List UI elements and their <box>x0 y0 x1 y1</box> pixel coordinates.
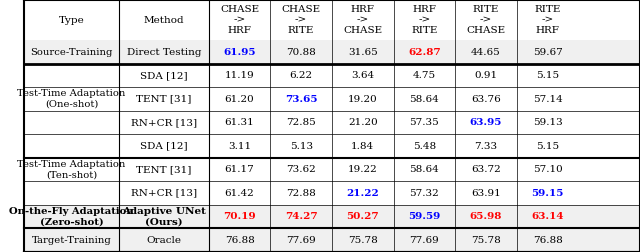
Text: Source-Training: Source-Training <box>31 48 113 57</box>
Text: 5.15: 5.15 <box>536 142 559 151</box>
Text: 77.69: 77.69 <box>286 236 316 245</box>
Text: CHASE
->
RITE: CHASE -> RITE <box>282 5 321 35</box>
Text: 3.64: 3.64 <box>351 71 374 80</box>
Text: 1.84: 1.84 <box>351 142 374 151</box>
Text: Adaptive UNet
(Ours): Adaptive UNet (Ours) <box>122 207 206 226</box>
Text: 44.65: 44.65 <box>471 48 501 57</box>
Text: 63.72: 63.72 <box>471 165 501 174</box>
Text: 76.88: 76.88 <box>532 236 563 245</box>
Bar <box>24 229 640 252</box>
Text: RN+CR [13]: RN+CR [13] <box>131 189 197 198</box>
Bar <box>24 64 640 87</box>
Text: 74.27: 74.27 <box>285 212 317 221</box>
Text: 19.22: 19.22 <box>348 165 378 174</box>
Text: CHASE
->
HRF: CHASE -> HRF <box>220 5 259 35</box>
Text: Direct Testing: Direct Testing <box>127 48 202 57</box>
Text: 63.14: 63.14 <box>531 212 564 221</box>
Text: Test-Time Adaptation
(One-shot): Test-Time Adaptation (One-shot) <box>17 89 126 109</box>
Text: 72.88: 72.88 <box>286 189 316 198</box>
Text: TENT [31]: TENT [31] <box>136 94 192 104</box>
Text: 63.91: 63.91 <box>471 189 501 198</box>
Text: 11.19: 11.19 <box>225 71 254 80</box>
Text: 5.13: 5.13 <box>289 142 313 151</box>
Text: RN+CR [13]: RN+CR [13] <box>131 118 197 127</box>
Text: 63.95: 63.95 <box>470 118 502 127</box>
Text: 73.65: 73.65 <box>285 94 317 104</box>
Text: SDA [12]: SDA [12] <box>140 142 188 151</box>
Text: On-the-Fly Adaptation
(Zero-shot): On-the-Fly Adaptation (Zero-shot) <box>10 207 134 226</box>
Text: 57.10: 57.10 <box>532 165 563 174</box>
Text: HRF
->
CHASE: HRF -> CHASE <box>343 5 382 35</box>
Text: 61.20: 61.20 <box>225 94 254 104</box>
Bar <box>24 158 640 181</box>
Text: Oracle: Oracle <box>147 236 182 245</box>
Text: 61.95: 61.95 <box>223 48 256 57</box>
Text: 61.42: 61.42 <box>225 189 254 198</box>
Text: 63.76: 63.76 <box>471 94 501 104</box>
Text: 5.15: 5.15 <box>536 71 559 80</box>
Bar <box>24 134 640 158</box>
Text: 58.64: 58.64 <box>410 94 439 104</box>
Text: SDA [12]: SDA [12] <box>140 71 188 80</box>
Text: 31.65: 31.65 <box>348 48 378 57</box>
Text: 6.22: 6.22 <box>289 71 313 80</box>
Text: 59.67: 59.67 <box>532 48 563 57</box>
Text: 3.11: 3.11 <box>228 142 251 151</box>
Text: 0.91: 0.91 <box>474 71 497 80</box>
Bar <box>24 87 640 111</box>
Text: Target-Training: Target-Training <box>32 236 111 245</box>
Text: HRF
->
RITE: HRF -> RITE <box>411 5 438 35</box>
Text: TENT [31]: TENT [31] <box>136 165 192 174</box>
Bar <box>24 40 640 64</box>
Text: 70.88: 70.88 <box>286 48 316 57</box>
Text: 75.78: 75.78 <box>471 236 501 245</box>
Text: 77.69: 77.69 <box>410 236 439 245</box>
Text: 75.78: 75.78 <box>348 236 378 245</box>
Text: 70.19: 70.19 <box>223 212 256 221</box>
Text: 73.62: 73.62 <box>286 165 316 174</box>
Text: 61.17: 61.17 <box>225 165 254 174</box>
Text: 5.48: 5.48 <box>413 142 436 151</box>
Bar <box>24 181 640 205</box>
Text: 7.33: 7.33 <box>474 142 497 151</box>
Text: Test-Time Adaptation
(Ten-shot): Test-Time Adaptation (Ten-shot) <box>17 160 126 179</box>
Text: 4.75: 4.75 <box>413 71 436 80</box>
Text: 61.31: 61.31 <box>225 118 254 127</box>
Bar <box>24 0 640 40</box>
Bar <box>24 111 640 134</box>
Text: 19.20: 19.20 <box>348 94 378 104</box>
Text: RITE
->
HRF: RITE -> HRF <box>534 5 561 35</box>
Text: 76.88: 76.88 <box>225 236 254 245</box>
Text: 57.35: 57.35 <box>410 118 439 127</box>
Text: Type: Type <box>59 16 84 25</box>
Text: 72.85: 72.85 <box>286 118 316 127</box>
Text: 65.98: 65.98 <box>470 212 502 221</box>
Text: 21.20: 21.20 <box>348 118 378 127</box>
Text: 57.32: 57.32 <box>410 189 439 198</box>
Text: 59.59: 59.59 <box>408 212 440 221</box>
Text: 21.22: 21.22 <box>346 189 379 198</box>
Text: 57.14: 57.14 <box>532 94 563 104</box>
Text: 59.13: 59.13 <box>532 118 563 127</box>
Text: Method: Method <box>144 16 184 25</box>
Text: 58.64: 58.64 <box>410 165 439 174</box>
Text: RITE
->
CHASE: RITE -> CHASE <box>467 5 506 35</box>
Text: 50.27: 50.27 <box>346 212 379 221</box>
Text: 59.15: 59.15 <box>531 189 564 198</box>
Text: 62.87: 62.87 <box>408 48 441 57</box>
Bar <box>24 205 640 229</box>
